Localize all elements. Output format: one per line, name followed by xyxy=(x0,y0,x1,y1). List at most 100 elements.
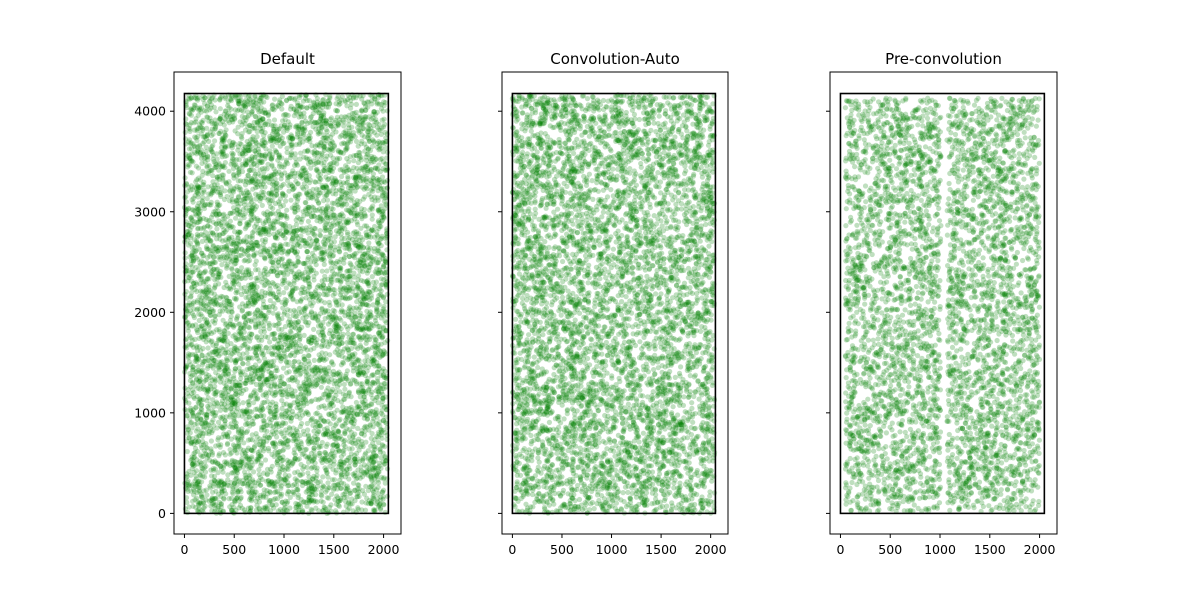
scatter-point xyxy=(274,246,280,252)
scatter-point xyxy=(253,185,259,191)
scatter-point xyxy=(217,97,223,103)
scatter-point xyxy=(328,141,334,147)
scatter-point xyxy=(312,454,318,460)
scatter-point xyxy=(266,190,272,196)
scatter-point xyxy=(372,165,378,171)
scatter-point xyxy=(262,313,268,319)
scatter-point xyxy=(293,161,299,167)
scatter-point xyxy=(185,353,191,359)
scatter-point xyxy=(187,128,193,134)
scatter-point xyxy=(293,320,299,326)
scatter-point xyxy=(322,300,328,306)
scatter-point xyxy=(292,97,298,103)
scatter-point xyxy=(350,289,356,295)
scatter-point xyxy=(301,186,307,192)
scatter-point xyxy=(233,290,239,296)
scatter-point xyxy=(216,244,222,251)
scatter-point xyxy=(204,244,210,250)
scatter-point xyxy=(227,97,234,103)
scatter-point xyxy=(296,114,302,120)
scatter-point xyxy=(372,508,378,514)
scatter-point xyxy=(308,227,314,233)
scatter-point xyxy=(344,164,350,171)
scatter-point xyxy=(316,443,322,449)
scatter-point xyxy=(346,455,352,461)
scatter-point xyxy=(355,211,361,217)
scatter-point xyxy=(224,243,230,249)
scatter-point xyxy=(358,108,364,114)
scatter-point xyxy=(302,260,308,267)
scatter-point xyxy=(282,323,289,330)
scatter-point xyxy=(345,140,351,146)
scatter-point xyxy=(199,120,205,126)
scatter-point xyxy=(358,157,364,163)
scatter-point xyxy=(325,393,331,399)
scatter-point xyxy=(234,443,240,449)
scatter-point xyxy=(232,349,238,356)
scatter-point xyxy=(221,401,228,407)
scatter-point xyxy=(212,361,218,367)
scatter-point xyxy=(264,428,270,434)
scatter-point xyxy=(300,260,306,266)
scatter-point xyxy=(195,364,201,370)
scatter-point xyxy=(306,391,312,397)
scatter-point xyxy=(239,456,245,462)
scatter-point xyxy=(213,443,219,449)
scatter-point xyxy=(331,442,337,448)
scatter-point xyxy=(233,337,239,343)
scatter-point xyxy=(280,118,286,124)
scatter-point xyxy=(206,309,213,315)
scatter-point xyxy=(216,211,222,217)
scatter-point xyxy=(199,250,205,256)
scatter-point xyxy=(348,101,355,107)
scatter-point xyxy=(210,179,216,185)
scatter-point xyxy=(189,456,195,462)
scatter-point xyxy=(244,267,250,273)
scatter-point xyxy=(272,211,279,217)
scatter-point xyxy=(381,198,387,204)
scatter-point xyxy=(378,288,384,294)
scatter-point xyxy=(354,120,360,126)
scatter-point xyxy=(368,312,374,318)
scatter-point xyxy=(249,123,255,129)
scatter-point xyxy=(306,361,312,367)
scatter-point xyxy=(358,464,364,470)
scatter-point xyxy=(241,447,247,453)
scatter-point xyxy=(312,179,318,185)
scatter-point xyxy=(342,485,348,491)
scatter-point xyxy=(226,388,232,394)
scatter-point xyxy=(300,507,306,513)
scatter-point xyxy=(321,132,327,138)
scatter-point xyxy=(240,400,246,406)
scatter-point xyxy=(311,225,317,231)
scatter-point xyxy=(332,422,338,428)
scatter-point xyxy=(350,368,356,374)
scatter-point xyxy=(299,104,305,110)
scatter-point xyxy=(260,143,266,149)
scatter-point xyxy=(204,376,210,382)
scatter-point xyxy=(279,93,285,99)
scatter-point xyxy=(262,110,269,116)
scatter-point xyxy=(378,506,384,513)
scatter-point xyxy=(231,278,237,284)
scatter-point xyxy=(216,326,222,333)
scatter-point xyxy=(306,459,312,465)
scatter-point xyxy=(340,409,346,415)
scatter-point xyxy=(233,258,239,264)
scatter-point xyxy=(290,168,296,174)
scatter-point xyxy=(235,236,241,242)
scatter-point xyxy=(313,257,319,263)
scatter-point xyxy=(194,299,200,305)
scatter-point xyxy=(231,480,238,486)
scatter-point xyxy=(313,237,320,243)
scatter-point xyxy=(285,438,291,444)
scatter-point xyxy=(344,426,350,432)
scatter-point xyxy=(331,381,337,387)
scatter-point xyxy=(305,218,311,224)
scatter-point xyxy=(292,455,298,461)
scatter-point xyxy=(257,115,263,121)
scatter-point xyxy=(374,132,380,138)
scatter-point xyxy=(325,133,331,139)
scatter-point xyxy=(375,248,381,254)
scatter-point xyxy=(304,248,310,255)
